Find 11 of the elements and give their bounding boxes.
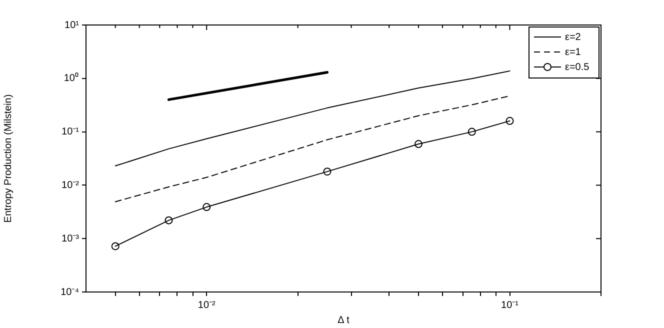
y-tick-label: 10⁻³ [62,233,80,244]
y-tick-label: 10⁻² [62,180,80,191]
y-tick-label: 10⁰ [64,72,79,84]
y-axis-title: Entropy Production (Milstein) [2,94,14,223]
x-axis-title: Δ t [338,314,350,326]
legend-label: ε=0.5 [565,62,590,73]
y-tick-label: 10⁻⁴ [60,286,79,298]
y-tick-label: 10¹ [64,20,80,31]
legend-label: ε=1 [565,46,582,58]
y-tick-label: 10⁻¹ [62,126,80,138]
legend-label: ε=2 [565,32,582,43]
